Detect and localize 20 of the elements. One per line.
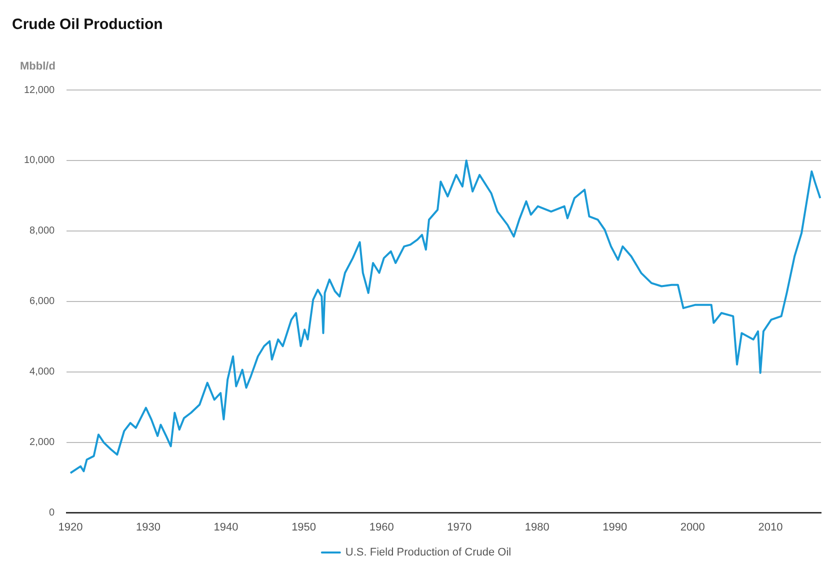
y-axis-title: Mbbl/d — [20, 60, 56, 73]
x-tick-label: 1950 — [292, 521, 316, 534]
x-tick-label: 2000 — [680, 521, 705, 534]
x-tick-label: 1990 — [602, 521, 628, 534]
y-tick-label: 6,000 — [30, 296, 56, 308]
y-tick-label: 12,000 — [24, 84, 56, 96]
y-tick-label: 10,000 — [24, 155, 56, 166]
x-tick-label: 1940 — [214, 521, 238, 534]
legend-label: U.S. Field Production of Crude Oil — [345, 546, 512, 559]
y-tick-label: 0 — [49, 508, 56, 519]
x-tick-label: 1930 — [136, 521, 160, 534]
x-tick-label: 1960 — [369, 521, 394, 534]
x-tick-label: 2010 — [758, 521, 783, 534]
x-tick-label: 1970 — [447, 521, 472, 534]
y-tick-label: 4,000 — [30, 366, 56, 378]
x-tick-label: 1920 — [58, 521, 83, 534]
x-tick-label: 1980 — [524, 521, 550, 534]
y-tick-label: 8,000 — [30, 226, 56, 237]
y-tick-label: 2,000 — [30, 437, 56, 448]
chart-title: Crude Oil Production — [12, 16, 163, 34]
